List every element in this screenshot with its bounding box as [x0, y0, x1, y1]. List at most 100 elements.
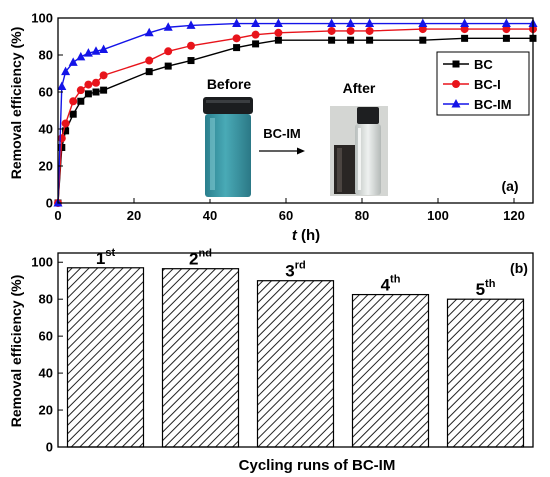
- data-point-bc-i: [92, 78, 100, 87]
- panel-a-y-tick-label: 80: [39, 48, 53, 63]
- bar-group-1: 1st: [66, 247, 145, 448]
- data-point-bc-im: [418, 18, 428, 28]
- data-point-bc: [347, 36, 355, 44]
- panel-b-label: (b): [510, 260, 528, 276]
- bar-label-run-1: 1st: [96, 247, 116, 268]
- legend-item-bc-im: BC-IM: [443, 97, 512, 112]
- bar-label-number: 3: [285, 262, 294, 281]
- data-point-bc: [62, 127, 70, 135]
- panel-a-plot-frame: [57, 17, 534, 204]
- bar-label-suffix: th: [485, 278, 496, 290]
- panel-a-ticks: 0 20 40 60 80 100 120 0 20 40 60 80 100: [31, 11, 525, 224]
- bar-label-number: 1: [96, 249, 105, 268]
- data-point-bc: [164, 62, 172, 70]
- data-point-bc-im: [76, 51, 86, 61]
- panel-a-axes: [57, 17, 534, 204]
- data-point-bc: [187, 57, 195, 65]
- data-point-bc-im: [61, 66, 71, 76]
- bar-label-run-5: 5th: [476, 278, 496, 299]
- data-point-bc: [274, 36, 282, 44]
- bar-label-number: 4: [381, 276, 391, 295]
- panel-a-y-tick-label: 100: [31, 11, 53, 26]
- data-point-bc-i: [418, 25, 427, 34]
- data-point-bc-im: [163, 22, 173, 31]
- data-point-bc: [502, 34, 510, 42]
- data-point-bc-im: [501, 18, 511, 28]
- legend-item-bc: BC: [443, 57, 493, 72]
- data-point-bc: [92, 88, 100, 96]
- bar-label-number: 2: [189, 250, 198, 269]
- data-point-bc: [252, 40, 260, 48]
- panel-b-y-tick-label: 80: [39, 292, 53, 307]
- legend-marker: [451, 99, 461, 108]
- bar-label-suffix: rd: [295, 260, 306, 272]
- panel-a-x-axis-unit: (h): [297, 227, 320, 244]
- data-point-bc: [69, 110, 77, 118]
- inset-after-label: After: [343, 80, 376, 96]
- data-point-bc-im: [346, 18, 356, 28]
- data-point-bc-im: [460, 18, 470, 28]
- data-point-bc-im: [68, 57, 78, 66]
- bar-label-run-4: 4th: [381, 274, 401, 295]
- panel-a-x-axis-label: t (h): [292, 227, 320, 244]
- data-point-bc-im: [144, 27, 154, 37]
- bar-group-5: 5th: [446, 278, 525, 448]
- data-point-bc-i: [502, 25, 511, 34]
- panel-a-x-tick-label: 60: [279, 208, 293, 223]
- panel-a-legend: BC BC-I BC-IM: [436, 51, 530, 116]
- panel-a-y-tick-label: 0: [46, 196, 53, 211]
- panel-a-x-tick-label: 0: [54, 208, 61, 223]
- panel-a-y-tick-label: 20: [39, 159, 53, 174]
- data-point-bc-im: [232, 18, 242, 28]
- bar-group-2: 2nd: [161, 248, 240, 448]
- data-point-bc-i: [365, 26, 374, 35]
- data-point-bc-i: [145, 56, 154, 65]
- data-point-bc-i: [460, 25, 469, 34]
- panel-a-line-chart: 0 20 40 60 80 100 120 0 20 40 60 80 100 Removal effi…: [8, 11, 538, 244]
- panel-a-x-tick-label: 120: [503, 208, 525, 223]
- data-point-bc-im: [327, 18, 337, 28]
- bar-label-suffix: nd: [199, 248, 212, 260]
- data-point-bc-im: [365, 18, 375, 28]
- data-point-bc-i: [327, 26, 336, 35]
- panel-a-x-tick-label: 40: [203, 208, 217, 223]
- bar-label-suffix: th: [390, 274, 401, 286]
- legend-marker: [452, 80, 460, 88]
- data-point-bc: [84, 90, 92, 98]
- data-point-bc: [328, 36, 336, 44]
- data-point-bc-i: [99, 71, 108, 80]
- legend-item-bc-i: BC-I: [443, 77, 501, 92]
- panel-a-inset: Before After BC-IM: [200, 76, 388, 199]
- panel-b-y-tick-label: 0: [46, 440, 53, 455]
- data-point-bc-i: [164, 47, 173, 56]
- panel-a-marks: [53, 18, 538, 207]
- bar-label-number: 5: [476, 280, 485, 299]
- series-bc-im: [53, 18, 538, 207]
- data-point-bc: [77, 97, 85, 105]
- data-point-bc-i: [346, 26, 355, 35]
- data-point-bc: [100, 86, 108, 94]
- panel-a-x-axis-variable: t: [292, 227, 298, 244]
- data-point-bc-i: [84, 80, 93, 89]
- bar-group-3: 3rd: [256, 260, 335, 448]
- bar-group-4: 4th: [351, 274, 430, 448]
- panel-a-y-tick-label: 40: [39, 122, 53, 137]
- panel-a-y-tick-label: 60: [39, 85, 53, 100]
- panel-a-label: (a): [501, 178, 518, 194]
- data-point-bc-i: [232, 34, 241, 43]
- photo-after-vial: [330, 106, 388, 196]
- data-point-bc-i: [251, 30, 260, 39]
- data-point-bc-im: [273, 18, 283, 28]
- panel-b-y-tick-label: 20: [39, 403, 53, 418]
- bar-run-3: [256, 280, 335, 448]
- legend-label: BC-I: [474, 77, 501, 92]
- data-point-bc: [145, 68, 153, 76]
- panel-b-plot-frame: [57, 252, 534, 448]
- bar-run-5: [446, 298, 525, 448]
- photo-before-vial: [200, 95, 256, 199]
- data-point-bc-im: [99, 44, 109, 53]
- panel-a-x-tick-label: 80: [355, 208, 369, 223]
